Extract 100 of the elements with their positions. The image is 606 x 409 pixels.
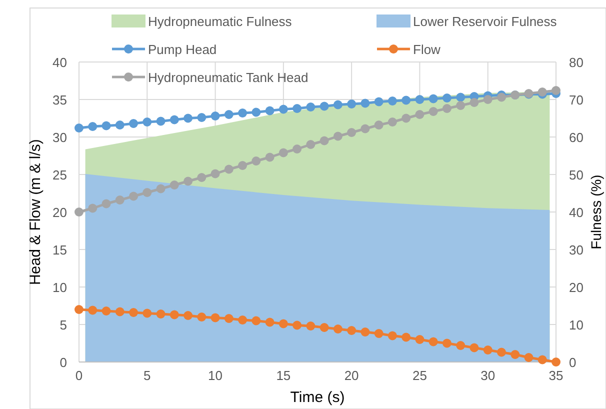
y-tick-label: 20 bbox=[52, 205, 67, 220]
point bbox=[442, 94, 452, 102]
point bbox=[402, 332, 411, 342]
point bbox=[306, 322, 316, 330]
y2-tick-label: 40 bbox=[569, 205, 584, 220]
y-tick-label: 30 bbox=[52, 130, 67, 145]
point bbox=[360, 124, 370, 134]
y-tick-label: 5 bbox=[60, 318, 67, 332]
x-tick-label: 25 bbox=[412, 368, 427, 383]
point bbox=[483, 95, 492, 104]
point bbox=[210, 313, 220, 322]
x-tick-label: 5 bbox=[144, 368, 151, 383]
point bbox=[388, 118, 397, 126]
point bbox=[333, 324, 342, 334]
y-tick-label: 35 bbox=[52, 92, 67, 108]
y2-tick-label: 70 bbox=[569, 92, 584, 108]
point bbox=[170, 310, 179, 320]
point bbox=[552, 358, 560, 366]
x-axis-title: Time (s) bbox=[290, 389, 345, 406]
point bbox=[415, 335, 424, 344]
point bbox=[142, 188, 152, 197]
point bbox=[88, 204, 98, 213]
point bbox=[197, 312, 206, 322]
point bbox=[415, 95, 424, 104]
point bbox=[265, 106, 274, 116]
point bbox=[388, 96, 397, 106]
y2-tick-label: 10 bbox=[569, 318, 584, 332]
y-tick-label: 40 bbox=[52, 55, 67, 70]
y-tick-label: 10 bbox=[52, 280, 67, 295]
point bbox=[524, 353, 534, 362]
point bbox=[278, 104, 288, 114]
point bbox=[374, 97, 384, 106]
y2-tick-label: 80 bbox=[569, 55, 584, 70]
x-tick-label: 30 bbox=[480, 368, 496, 383]
point bbox=[538, 88, 547, 96]
point bbox=[456, 101, 466, 110]
point bbox=[265, 318, 274, 327]
point bbox=[456, 341, 466, 350]
point bbox=[456, 92, 466, 102]
point bbox=[252, 108, 261, 117]
point bbox=[197, 173, 206, 182]
point bbox=[442, 104, 452, 113]
point bbox=[129, 119, 138, 128]
point bbox=[388, 331, 397, 340]
point bbox=[347, 100, 356, 108]
legend-label: Hydropneumatic Fulness bbox=[148, 14, 292, 29]
point bbox=[74, 208, 84, 216]
point bbox=[428, 337, 438, 346]
legend-label: Lower Reservoir Fulness bbox=[413, 14, 558, 29]
point bbox=[347, 326, 356, 335]
point bbox=[320, 136, 329, 146]
legend-label: Hydropneumatic Tank Head bbox=[148, 70, 308, 85]
point bbox=[483, 346, 492, 354]
point bbox=[238, 161, 248, 170]
x-tick-label: 15 bbox=[276, 368, 291, 383]
y2-tick-label: 50 bbox=[569, 168, 584, 182]
point bbox=[265, 152, 274, 162]
point bbox=[292, 144, 302, 154]
y-tick-label: 25 bbox=[52, 168, 67, 182]
point bbox=[552, 86, 560, 95]
point bbox=[170, 180, 179, 190]
x-tick-label: 35 bbox=[548, 368, 564, 383]
point bbox=[102, 121, 111, 130]
point bbox=[74, 305, 84, 314]
point bbox=[306, 102, 316, 112]
point bbox=[88, 306, 98, 315]
point bbox=[142, 118, 152, 126]
point bbox=[102, 199, 111, 208]
y-tick-label: 0 bbox=[60, 355, 67, 370]
y-axis-title: Head & Flow (m & l/s) bbox=[27, 139, 44, 285]
point bbox=[360, 98, 370, 108]
point bbox=[156, 116, 166, 126]
point bbox=[496, 348, 506, 357]
y2-tick-label: 30 bbox=[569, 242, 584, 258]
point bbox=[442, 338, 452, 348]
point bbox=[129, 308, 138, 317]
point bbox=[115, 307, 124, 316]
point bbox=[197, 113, 206, 122]
y2-tick-label: 0 bbox=[569, 355, 576, 370]
point bbox=[184, 176, 193, 186]
point bbox=[224, 314, 234, 323]
point bbox=[224, 110, 234, 119]
legend-label: Pump Head bbox=[148, 42, 217, 57]
legend-label: Flow bbox=[413, 42, 442, 57]
point bbox=[252, 316, 261, 326]
point bbox=[170, 115, 179, 124]
point bbox=[278, 148, 288, 158]
point bbox=[292, 320, 302, 330]
y2-tick-label: 60 bbox=[569, 130, 584, 145]
point bbox=[142, 308, 152, 318]
point bbox=[74, 124, 84, 132]
point bbox=[115, 120, 124, 130]
point bbox=[374, 329, 384, 338]
y2-axis-title: Fulness (%) bbox=[588, 174, 604, 250]
point bbox=[470, 98, 479, 107]
point bbox=[415, 110, 424, 119]
point bbox=[184, 311, 193, 320]
point bbox=[428, 94, 438, 104]
point bbox=[333, 100, 342, 110]
point bbox=[538, 355, 547, 364]
